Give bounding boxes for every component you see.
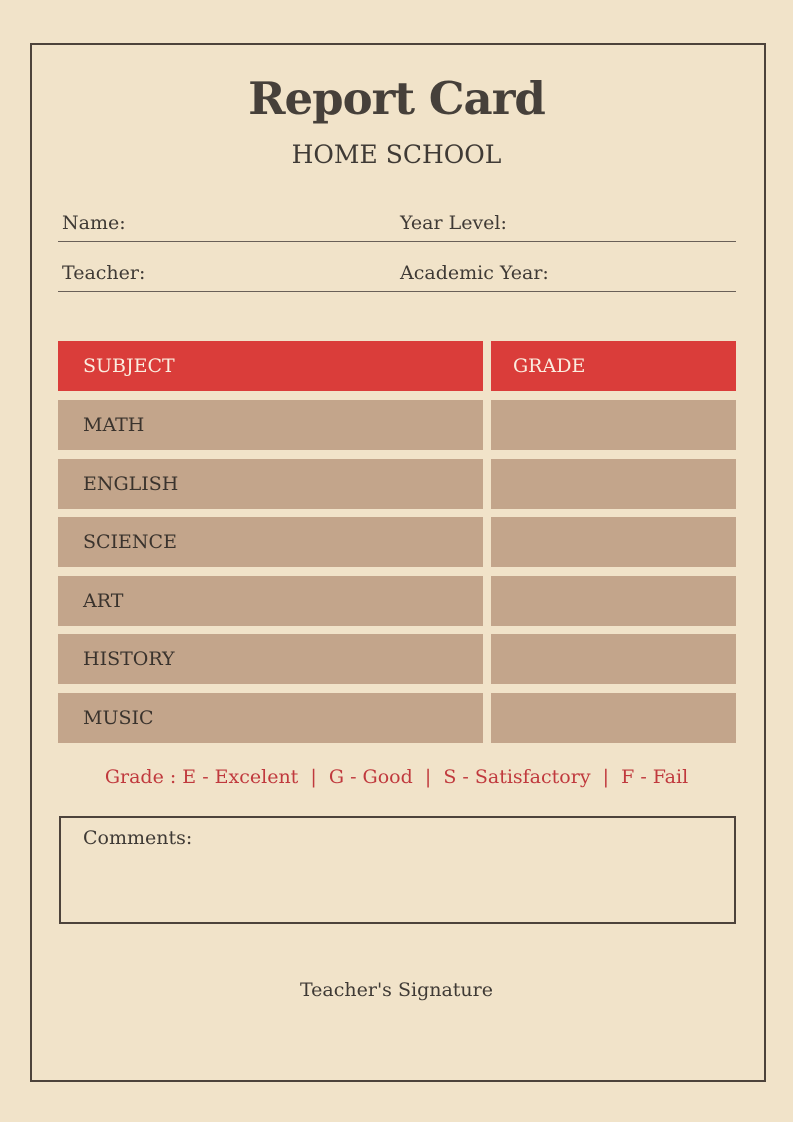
teacher-label: Teacher:: [62, 262, 146, 284]
subject-header: SUBJECT: [58, 341, 483, 391]
subject-cell: MATH: [58, 400, 483, 450]
teacher-signature-label: Teacher's Signature: [299, 979, 493, 1001]
page-subtitle: HOME SCHOOL: [291, 140, 502, 169]
subject-cell: ART: [58, 576, 483, 626]
grade-header: GRADE: [491, 341, 736, 391]
grade-cell[interactable]: [491, 400, 736, 450]
subject-cell: SCIENCE: [58, 517, 483, 567]
grade-cell[interactable]: [491, 693, 736, 743]
grade-legend: Grade : E - Excelent | G - Good | S - Sa…: [104, 766, 689, 788]
academic-year-label: Academic Year:: [400, 262, 549, 284]
teacher-line[interactable]: [58, 291, 736, 292]
subject-cell: HISTORY: [58, 634, 483, 684]
grade-cell[interactable]: [491, 517, 736, 567]
name-line[interactable]: [58, 241, 736, 242]
grade-cell[interactable]: [491, 459, 736, 509]
grade-cell[interactable]: [491, 576, 736, 626]
subject-cell: MUSIC: [58, 693, 483, 743]
comments-label: Comments:: [83, 827, 193, 849]
year-level-label: Year Level:: [400, 212, 507, 234]
subject-cell: ENGLISH: [58, 459, 483, 509]
comments-box[interactable]: Comments:: [59, 816, 736, 924]
page-border: [30, 43, 766, 1082]
name-label: Name:: [62, 212, 126, 234]
page-title: Report Card: [248, 72, 546, 125]
grade-cell[interactable]: [491, 634, 736, 684]
